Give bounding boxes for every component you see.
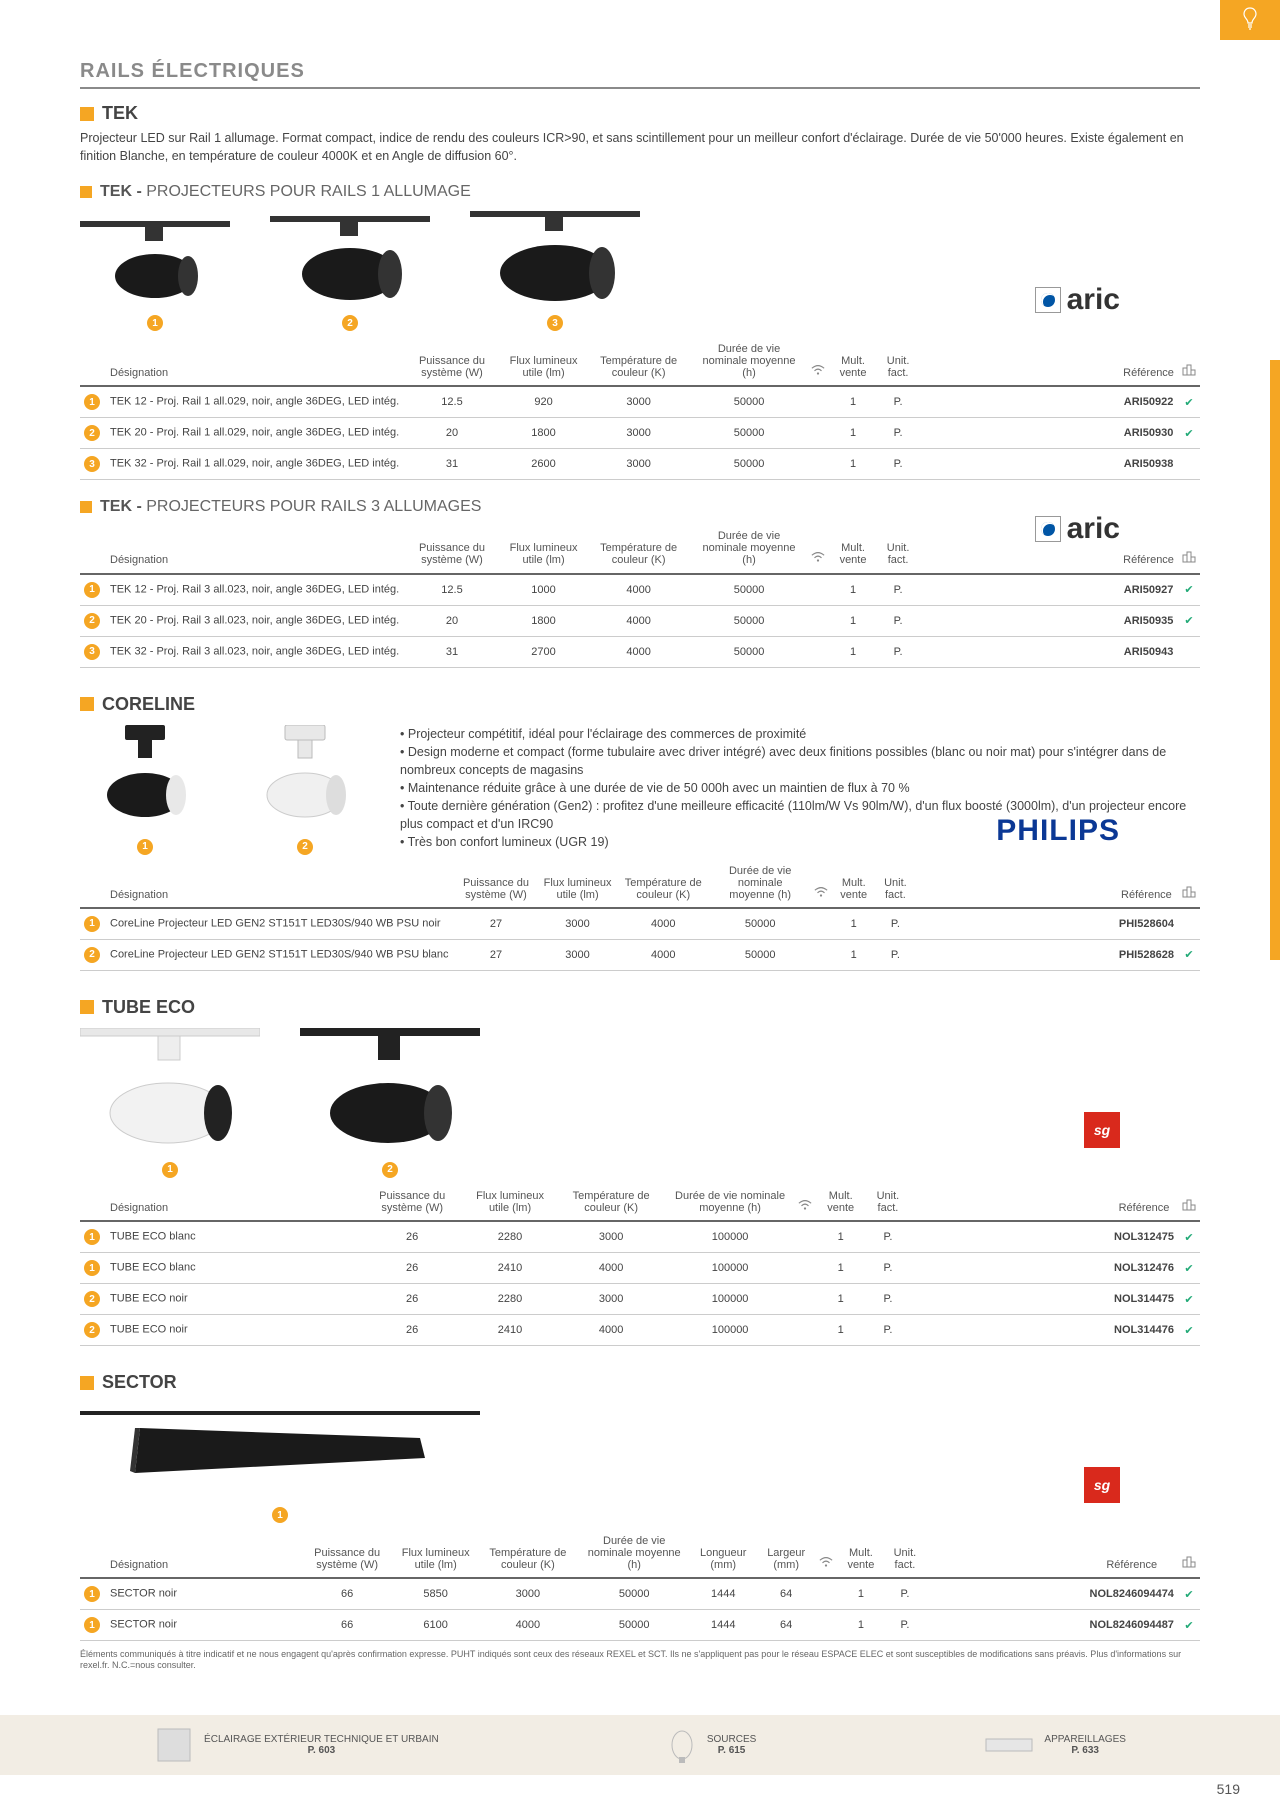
footer-link-appareillages[interactable]: APPAREILLAGESP. 633 — [984, 1733, 1126, 1757]
product-image — [270, 216, 430, 311]
footnote: Éléments communiqués à titre indicatif e… — [80, 1649, 1200, 1671]
stock-icon — [1182, 1559, 1196, 1571]
stock-icon — [1182, 1202, 1196, 1214]
wifi-icon — [814, 886, 828, 901]
sector-title: SECTOR — [80, 1372, 1200, 1393]
row-badge: 2 — [84, 425, 100, 441]
tek3-table: DésignationPuissance du système (W)Flux … — [80, 524, 1200, 667]
bullet-item: Design moderne et compact (forme tubulai… — [400, 743, 1200, 779]
footer-link-sources[interactable]: SOURCESP. 615 — [667, 1725, 756, 1765]
image-badge: 2 — [297, 839, 313, 855]
table-row: 1SECTOR noir6661004000500001444641P.NOL8… — [80, 1610, 1200, 1641]
tubeeco-image-row: 1 2 — [80, 1028, 1200, 1178]
table-row: 1TEK 12 - Proj. Rail 1 all.029, noir, an… — [80, 386, 1200, 418]
table-row: 3TEK 32 - Proj. Rail 1 all.029, noir, an… — [80, 449, 1200, 480]
image-badge: 2 — [382, 1162, 398, 1178]
row-badge: 2 — [84, 947, 100, 963]
coreline-table: DésignationPuissance du système (W)Flux … — [80, 859, 1200, 971]
row-badge: 1 — [84, 582, 100, 598]
row-badge: 1 — [84, 1586, 100, 1602]
coreline-image-row: 1 2 — [80, 725, 370, 855]
section-tek-title: TEK — [80, 103, 1200, 124]
table-row: 1SECTOR noir6658503000500001444641P.NOL8… — [80, 1578, 1200, 1610]
image-badge: 3 — [547, 315, 563, 331]
sector-table: DésignationPuissance du système (W)Flux … — [80, 1529, 1200, 1641]
tek1-subtitle: TEK - PROJECTEURS POUR RAILS 1 ALLUMAGE — [80, 183, 1200, 201]
footer-nav-band: ÉCLAIRAGE EXTÉRIEUR TECHNIQUE ET URBAINP… — [0, 1715, 1280, 1775]
stock-icon — [1182, 889, 1196, 901]
row-badge: 2 — [84, 1291, 100, 1307]
tek1-table: DésignationPuissance du système (W)Flux … — [80, 337, 1200, 480]
row-badge: 1 — [84, 394, 100, 410]
table-row: 2TUBE ECO noir26228030001000001P.NOL3144… — [80, 1284, 1200, 1315]
wifi-icon — [811, 551, 825, 566]
tubeeco-title: TUBE ECO — [80, 997, 1200, 1018]
coreline-title: CORELINE — [80, 694, 1200, 715]
page-title: RAILS ÉLECTRIQUES — [80, 60, 1200, 89]
product-image — [80, 1403, 480, 1503]
bullet-item: Maintenance réduite grâce à une durée de… — [400, 779, 1200, 797]
product-image — [470, 211, 640, 311]
image-badge: 2 — [342, 315, 358, 331]
table-row: 2TEK 20 - Proj. Rail 3 all.023, noir, an… — [80, 605, 1200, 636]
row-badge: 1 — [84, 1617, 100, 1633]
footer-thumb-icon — [154, 1725, 194, 1765]
wifi-icon — [819, 1556, 833, 1571]
brand-sg: sg — [1084, 1112, 1120, 1148]
product-image — [300, 1028, 480, 1158]
footer-link-eclairage[interactable]: ÉCLAIRAGE EXTÉRIEUR TECHNIQUE ET URBAINP… — [154, 1725, 439, 1765]
product-image — [80, 1028, 260, 1158]
row-badge: 1 — [84, 916, 100, 932]
image-badge: 1 — [147, 315, 163, 331]
product-image — [80, 221, 230, 311]
table-row: 2TEK 20 - Proj. Rail 1 all.029, noir, an… — [80, 418, 1200, 449]
table-row: 2TUBE ECO noir26241040001000001P.NOL3144… — [80, 1315, 1200, 1346]
row-badge: 2 — [84, 613, 100, 629]
stock-icon — [1182, 554, 1196, 566]
brand-aric: aric — [1035, 283, 1120, 317]
sector-image-row: 1 — [80, 1403, 1200, 1523]
brand-philips: PHILIPS — [996, 814, 1120, 848]
table-row: 3TEK 32 - Proj. Rail 3 all.023, noir, an… — [80, 636, 1200, 667]
table-row: 1CoreLine Projecteur LED GEN2 ST151T LED… — [80, 908, 1200, 940]
row-badge: 2 — [84, 1322, 100, 1338]
table-row: 1TUBE ECO blanc26228030001000001P.NOL312… — [80, 1221, 1200, 1253]
image-badge: 1 — [272, 1507, 288, 1523]
tek-description: Projecteur LED sur Rail 1 allumage. Form… — [80, 130, 1200, 165]
row-badge: 3 — [84, 644, 100, 660]
tek1-image-row: 1 2 3 — [80, 211, 1200, 331]
stock-icon — [1182, 367, 1196, 379]
tek3-subtitle: TEK - PROJECTEURS POUR RAILS 3 ALLUMAGES — [80, 498, 1200, 516]
tubeeco-table: DésignationPuissance du système (W)Flux … — [80, 1184, 1200, 1346]
image-badge: 1 — [137, 839, 153, 855]
brand-aric: aric — [1035, 512, 1120, 546]
wifi-icon — [811, 364, 825, 379]
page-number: 519 — [0, 1775, 1280, 1817]
section-tab-icon — [1220, 0, 1280, 40]
bullet-item: Projecteur compétitif, idéal pour l'écla… — [400, 725, 1200, 743]
brand-sg: sg — [1084, 1467, 1120, 1503]
table-row: 1TEK 12 - Proj. Rail 3 all.023, noir, an… — [80, 574, 1200, 606]
side-accent-strip — [1270, 360, 1280, 960]
row-badge: 1 — [84, 1260, 100, 1276]
row-badge: 1 — [84, 1229, 100, 1245]
footer-thumb-icon — [984, 1733, 1034, 1757]
wifi-icon — [798, 1199, 812, 1214]
table-row: 2CoreLine Projecteur LED GEN2 ST151T LED… — [80, 939, 1200, 970]
row-badge: 3 — [84, 456, 100, 472]
table-row: 1TUBE ECO blanc26241040001000001P.NOL312… — [80, 1253, 1200, 1284]
footer-thumb-icon — [667, 1725, 697, 1765]
image-badge: 1 — [162, 1162, 178, 1178]
product-image — [80, 725, 210, 835]
product-image — [240, 725, 370, 835]
